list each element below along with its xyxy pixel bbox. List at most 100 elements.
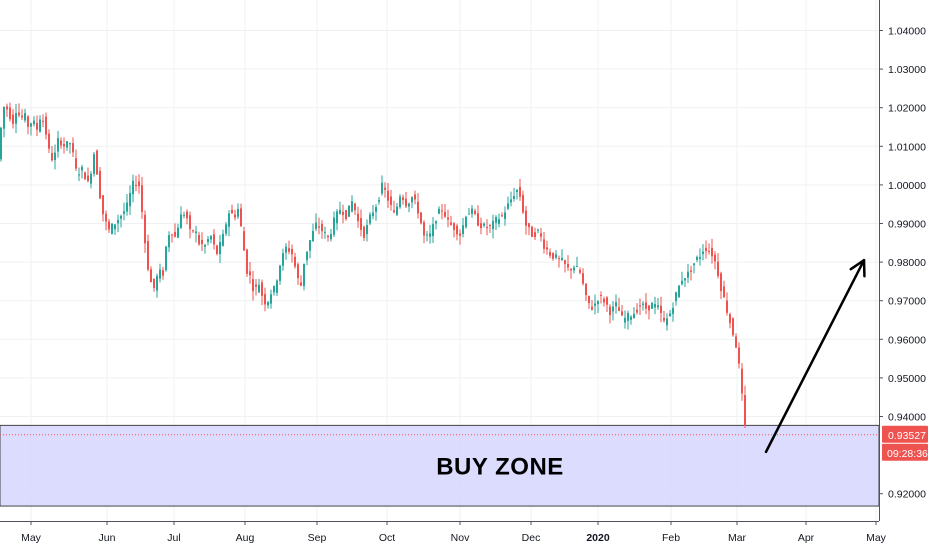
candle <box>36 115 38 136</box>
candle <box>171 233 173 243</box>
candle <box>378 196 380 205</box>
candle <box>213 229 215 250</box>
candle <box>708 243 710 255</box>
candle <box>348 205 350 217</box>
candle <box>255 278 257 296</box>
candle <box>705 240 707 259</box>
candle <box>711 238 713 264</box>
candle <box>369 212 371 226</box>
candle <box>258 278 260 293</box>
candle <box>294 252 296 269</box>
candle <box>99 167 101 200</box>
candle <box>195 225 197 243</box>
candle <box>111 222 113 235</box>
candle <box>672 302 674 322</box>
time-tick-label: Nov <box>451 532 470 544</box>
candle <box>132 174 134 203</box>
candle <box>630 315 632 325</box>
time-tick-label: Oct <box>379 532 395 544</box>
candle <box>408 202 410 213</box>
candle <box>645 293 647 315</box>
price-tick-label: 1.00000 <box>888 180 926 192</box>
candle <box>651 301 653 309</box>
candle <box>18 103 20 118</box>
countdown-value: 09:28:36 <box>887 448 928 460</box>
price-tick-label: 1.03000 <box>888 64 926 76</box>
candle <box>726 292 728 316</box>
price-tick-label: 1.02000 <box>888 103 926 115</box>
candle <box>564 259 566 273</box>
candle <box>303 263 305 291</box>
time-tick-label: Jul <box>167 532 180 544</box>
candle <box>336 209 338 231</box>
candle <box>63 137 65 154</box>
price-tick-label: 0.95000 <box>888 373 926 385</box>
candle <box>528 222 530 236</box>
candle <box>48 129 50 153</box>
candle <box>420 211 422 225</box>
price-axis[interactable]: 0.92000 0.94000 0.95000 0.96000 0.97000 0.980… <box>879 0 926 521</box>
time-tick-label: Dec <box>522 532 541 544</box>
candle <box>498 213 500 228</box>
candle <box>273 285 275 296</box>
candle <box>24 108 26 123</box>
candle <box>654 296 656 315</box>
price-tick-label: 1.04000 <box>888 26 926 38</box>
candle <box>396 202 398 217</box>
candle <box>327 234 329 242</box>
candle <box>606 296 608 312</box>
price-tick-label: 0.94000 <box>888 412 926 424</box>
candle <box>153 278 155 292</box>
candle <box>612 301 614 321</box>
candle <box>714 251 716 270</box>
candle <box>516 188 518 200</box>
candle <box>609 304 611 324</box>
time-axis[interactable]: May Jun Jul Aug Sep Oct Nov Dec 2020 Feb Mar Apr May <box>0 521 887 544</box>
candle <box>261 279 263 306</box>
candle <box>594 294 596 315</box>
candle <box>168 231 170 253</box>
price-tick-label: 0.97000 <box>888 296 926 308</box>
candle <box>735 333 737 349</box>
candle <box>192 229 194 233</box>
candle <box>591 300 593 311</box>
candle <box>438 206 440 215</box>
candle <box>225 221 227 237</box>
candles <box>0 102 746 428</box>
candle <box>381 175 383 196</box>
candle <box>573 265 575 274</box>
candle <box>411 196 413 209</box>
candle <box>288 240 290 255</box>
candle <box>426 231 428 242</box>
candle <box>333 211 335 238</box>
candle <box>579 267 581 275</box>
candle <box>642 301 644 311</box>
candle <box>534 227 536 240</box>
time-tick-label: May <box>866 532 887 544</box>
candle <box>6 103 8 117</box>
candle <box>30 122 32 136</box>
candle <box>243 226 245 251</box>
time-tick-label: Jun <box>99 532 116 544</box>
candle <box>315 213 317 232</box>
candle <box>309 240 311 259</box>
price-tick-label: 0.92000 <box>888 489 926 501</box>
candle <box>405 192 407 208</box>
candle <box>222 229 224 247</box>
candle <box>375 204 377 221</box>
candle <box>264 287 266 312</box>
current-price-tag-bg <box>882 425 928 443</box>
candle <box>228 210 230 237</box>
candle <box>507 196 509 211</box>
time-tick-label: Feb <box>662 532 680 544</box>
buy-zone-rect <box>0 424 880 507</box>
candle <box>633 307 635 319</box>
candle <box>279 264 281 285</box>
candle <box>216 244 218 256</box>
arrow-head <box>849 258 866 278</box>
time-tick-label: 2020 <box>586 532 610 544</box>
candle <box>60 137 62 149</box>
candle <box>81 164 83 179</box>
candle <box>147 234 149 272</box>
